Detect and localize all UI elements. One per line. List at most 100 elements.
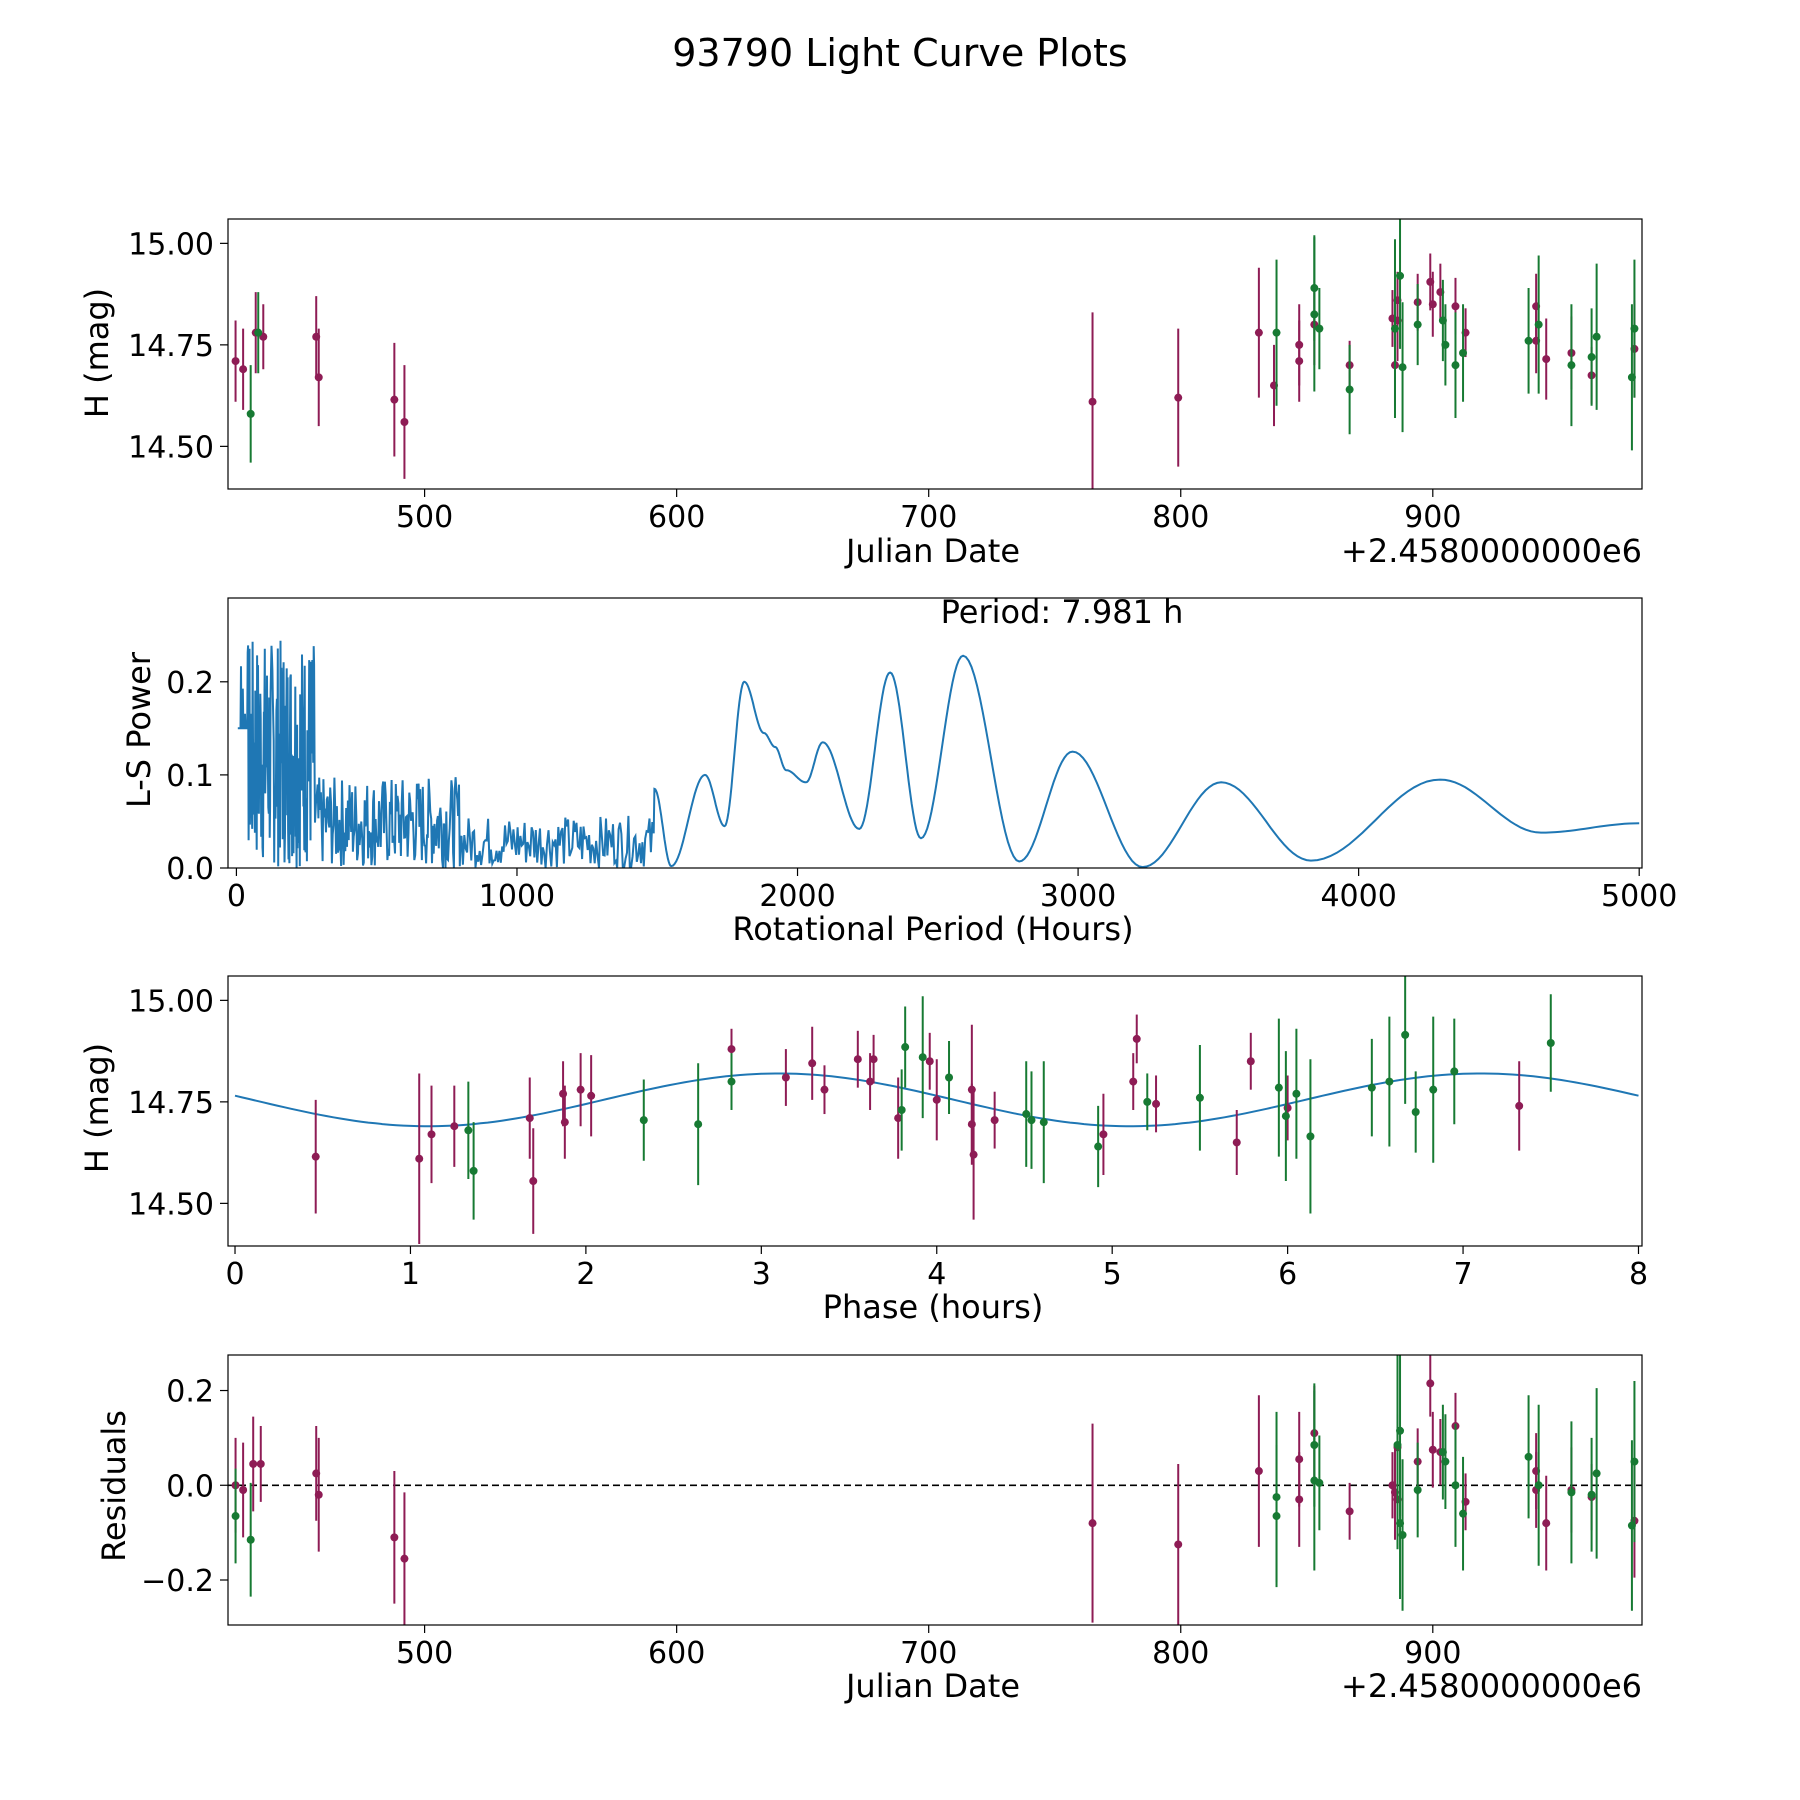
phased-point-r — [1246, 1057, 1255, 1066]
lightcurve-point-g — [1315, 324, 1324, 333]
residuals-xtick-label: 900 — [1404, 1636, 1461, 1671]
lightcurve-point-g — [1413, 320, 1422, 329]
lightcurve-point-r — [1295, 357, 1304, 366]
phased-point-r — [932, 1095, 941, 1104]
phased-point-r — [560, 1118, 569, 1127]
lightcurve-ytick-label: 14.75 — [128, 329, 214, 364]
lightcurve-point-r — [390, 395, 399, 404]
phased-point-g — [1143, 1097, 1152, 1106]
residuals-point-g — [1451, 1481, 1460, 1490]
phased-point-g — [1385, 1077, 1394, 1086]
periodogram-xtick-label: 3000 — [1040, 879, 1116, 914]
phased-point-g — [1281, 1112, 1290, 1121]
residuals-point-g — [1534, 1481, 1543, 1490]
lightcurve-point-g — [1524, 336, 1533, 345]
phased-xtick-label: 3 — [752, 1257, 771, 1292]
lightcurve-point-g — [1451, 361, 1460, 370]
phased-point-r — [311, 1152, 320, 1161]
residuals-point-r — [1295, 1495, 1304, 1504]
phased-point-g — [639, 1116, 648, 1125]
phased-frame — [227, 975, 1643, 1247]
phased-point-g — [1039, 1118, 1048, 1127]
residuals-point-r — [314, 1490, 323, 1499]
residuals-ytick-label: 0.0 — [166, 1469, 214, 1504]
phased-xtick-label: 2 — [576, 1257, 595, 1292]
phased-point-r — [529, 1177, 538, 1186]
phased-point-g — [1292, 1089, 1301, 1098]
residuals-point-g — [1398, 1531, 1407, 1539]
periodogram-ytick-label: 0.1 — [166, 759, 214, 794]
residuals-point-r — [1345, 1507, 1354, 1516]
phased-point-g — [897, 1105, 906, 1114]
phased-point-r — [427, 1130, 436, 1139]
phased-point-r — [894, 1114, 903, 1123]
lightcurve-point-g — [1567, 361, 1576, 370]
periodogram-xtick-label: 5000 — [1601, 879, 1677, 914]
periodogram-xtick-label: 4000 — [1320, 879, 1396, 914]
phased-point-r — [1152, 1099, 1161, 1108]
residuals-point-g — [1310, 1441, 1319, 1449]
residuals-ylabel: Residuals — [95, 1410, 133, 1562]
phased-point-r — [969, 1150, 978, 1159]
phased-point-r — [587, 1091, 596, 1100]
phased-ytick-label: 15.00 — [128, 984, 214, 1019]
phased-point-g — [727, 1077, 736, 1086]
lightcurve-point-g — [1459, 348, 1468, 357]
phased-point-r — [1515, 1101, 1524, 1110]
phased-point-g — [1367, 1083, 1376, 1092]
periodogram-xlabel: Rotational Period (Hours) — [732, 910, 1133, 948]
lightcurve-point-g — [1398, 363, 1407, 372]
lightcurve-point-r — [1451, 302, 1460, 311]
lightcurve-point-g — [254, 328, 263, 337]
lightcurve-point-g — [246, 409, 255, 418]
phased-point-g — [469, 1166, 478, 1175]
periodogram-ylabel: L-S Power — [120, 651, 158, 808]
phased-point-r — [576, 1085, 585, 1094]
phased-xtick-label: 5 — [1103, 1257, 1122, 1292]
phased-point-r — [1232, 1138, 1241, 1147]
residuals-point-g — [1315, 1478, 1324, 1487]
phased-point-r — [450, 1122, 459, 1131]
phased-point-r — [1099, 1130, 1108, 1139]
residuals-ytick-label: 0.2 — [166, 1375, 214, 1410]
residuals-point-r — [1428, 1445, 1437, 1454]
residuals-offset-label: +2.4580000000e6 — [1341, 1667, 1642, 1705]
phased-point-r — [866, 1077, 875, 1086]
lightcurve-point-g — [1310, 284, 1319, 293]
phased-point-g — [1195, 1093, 1204, 1102]
residuals-xtick-label: 500 — [396, 1636, 453, 1671]
lightcurve-point-r — [1254, 328, 1263, 337]
phased-point-g — [694, 1120, 703, 1129]
lightcurve-frame — [227, 218, 1643, 490]
residuals-xtick-label: 700 — [900, 1636, 957, 1671]
phased-xlabel: Phase (hours) — [823, 1288, 1044, 1326]
phased-point-g — [1411, 1108, 1420, 1117]
phased-point-r — [820, 1085, 829, 1094]
phased-point-r — [853, 1055, 862, 1064]
residuals-point-g — [246, 1535, 255, 1544]
phased-panel: Phase (hours) H (mag) 0 1 2 3 4 5 6 7 8 14.50 14.7… — [78, 975, 1648, 1326]
residuals-point-r — [1254, 1467, 1263, 1476]
residuals-point-g — [1592, 1469, 1601, 1478]
phased-point-r — [525, 1114, 534, 1123]
lightcurve-xtick-label: 700 — [900, 500, 957, 535]
lightcurve-point-r — [1088, 397, 1097, 406]
residuals-point-g — [231, 1512, 240, 1521]
residuals-point-r — [249, 1459, 258, 1468]
phased-point-g — [1094, 1142, 1103, 1151]
phased-point-r — [1132, 1034, 1141, 1043]
residuals-point-r — [1174, 1540, 1183, 1549]
phased-xtick-label: 7 — [1454, 1257, 1473, 1292]
residuals-point-g — [1567, 1488, 1576, 1497]
residuals-ytick-label: −0.2 — [141, 1564, 214, 1599]
lightcurve-point-r — [1428, 300, 1437, 309]
lightcurve-xtick-label: 600 — [648, 500, 705, 535]
phased-point-g — [1546, 1038, 1555, 1047]
phased-point-r — [990, 1116, 999, 1125]
phased-point-r — [559, 1089, 568, 1098]
phased-point-r — [781, 1073, 790, 1082]
lightcurve-point-g — [1441, 340, 1450, 349]
periodogram-xtick-label: 2000 — [759, 879, 835, 914]
phased-point-r — [727, 1045, 736, 1054]
phased-point-g — [1429, 1085, 1438, 1094]
